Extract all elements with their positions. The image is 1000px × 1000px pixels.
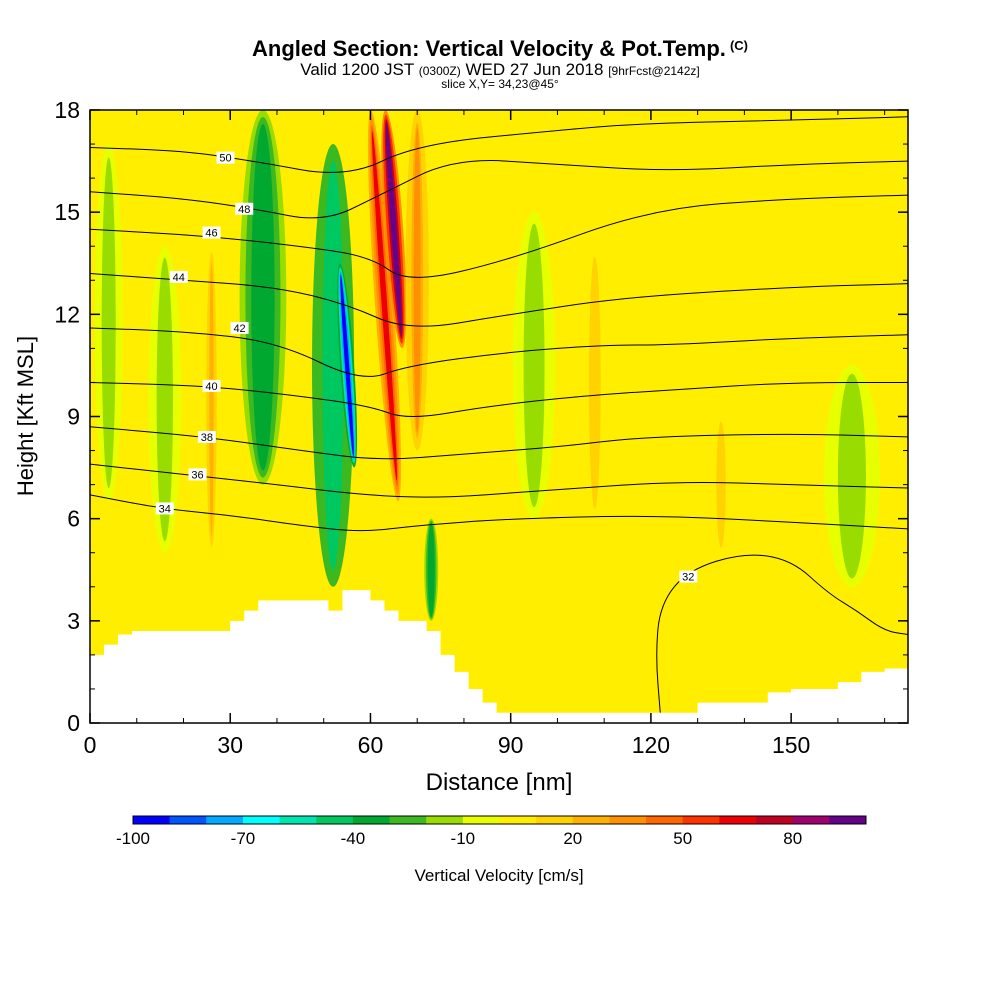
colorbar-swatch-8 xyxy=(426,816,464,824)
theta-contour-50 xyxy=(90,116,908,173)
velocity-cell-3-3 xyxy=(371,130,398,481)
y-axis-label: Height [Kft MSL] xyxy=(13,336,38,496)
colorbar-swatch-16 xyxy=(719,816,757,824)
theta-label-bg-44 xyxy=(169,270,188,283)
theta-label-42: 42 xyxy=(233,323,245,335)
colorbar-swatch-17 xyxy=(756,816,793,824)
theta-label-bg-32 xyxy=(679,570,698,583)
velocity-cell-12-3 xyxy=(591,260,599,505)
x-tick-label-0: 0 xyxy=(84,732,97,758)
colorbar-swatch-19 xyxy=(829,816,867,824)
velocity-cell-6-3 xyxy=(429,524,434,616)
y-tick-label-6: 18 xyxy=(54,97,80,123)
x-tick-label-1: 30 xyxy=(217,732,243,758)
colorbar-swatch-1 xyxy=(169,816,207,824)
terrain-mask xyxy=(90,590,908,723)
theta-label-bg-36 xyxy=(188,468,207,481)
colorbar-swatch-9 xyxy=(462,816,500,824)
theta-label-32: 32 xyxy=(682,572,694,584)
y-tick-label-0: 0 xyxy=(67,710,80,736)
velocity-cell-4-3 xyxy=(385,122,402,336)
velocity-cell-5-3 xyxy=(413,127,421,433)
theta-label-bg-46 xyxy=(202,226,221,239)
colorbar-tick-label-1: -70 xyxy=(231,829,256,848)
colorbar-swatch-2 xyxy=(206,816,244,824)
colorbar-swatch-18 xyxy=(792,816,830,824)
colorbar-swatch-12 xyxy=(572,816,610,824)
colorbar-frame xyxy=(132,815,867,825)
x-tick-label-2: 60 xyxy=(358,732,384,758)
theta-label-36: 36 xyxy=(191,469,203,481)
theta-label-34: 34 xyxy=(159,503,171,515)
x-axis-label: Distance [nm] xyxy=(426,769,573,796)
chart-title: Angled Section: Vertical Velocity & Pot.… xyxy=(252,36,748,61)
plot-background xyxy=(90,110,908,723)
theta-contour-44 xyxy=(90,272,908,327)
velocity-cell-11-3 xyxy=(209,262,214,537)
theta-label-40: 40 xyxy=(205,381,217,393)
colorbar: -100 -70 -40 -10 20 50 80 xyxy=(116,815,867,848)
colorbar-tick-label-5: 50 xyxy=(673,829,692,848)
theta-label-bg-40 xyxy=(202,379,221,392)
x-tick-label-3: 90 xyxy=(498,732,524,758)
velocity-cell-0-3 xyxy=(255,129,270,465)
colorbar-swatch-5 xyxy=(316,816,354,824)
theta-label-50: 50 xyxy=(219,153,231,165)
theta-label-bg-48 xyxy=(235,202,254,215)
theta-contour-48 xyxy=(90,160,908,219)
theta-label-38: 38 xyxy=(201,432,213,444)
colorbar-swatch-7 xyxy=(389,816,427,824)
theta-label-bg-38 xyxy=(197,430,216,443)
colorbar-swatch-3 xyxy=(242,816,280,824)
colorbar-swatch-14 xyxy=(646,816,684,824)
velocity-cell-10-3 xyxy=(843,377,861,576)
theta-contour-36 xyxy=(90,463,908,498)
theta-contour-42 xyxy=(90,327,908,377)
theta-label-46: 46 xyxy=(205,228,217,240)
velocity-cell-7-3 xyxy=(104,162,113,483)
theta-contour-32 xyxy=(656,554,908,713)
chart-subtitle: Valid 1200 JST (0300Z) WED 27 Jun 2018 [… xyxy=(300,60,700,79)
velocity-cell-2-3 xyxy=(340,274,354,457)
theta-label-bg-34 xyxy=(155,502,174,515)
y-tick-label-3: 9 xyxy=(67,404,80,430)
colorbar-swatch-4 xyxy=(279,816,317,824)
colorbar-tick-label-4: 20 xyxy=(563,829,582,848)
colorbar-swatch-0 xyxy=(133,816,170,824)
colorbar-swatch-10 xyxy=(499,816,537,824)
colorbar-label: Vertical Velocity [cm/s] xyxy=(414,866,583,885)
y-tick-label-1: 3 xyxy=(67,608,80,634)
velocity-cell-1-3 xyxy=(326,167,340,564)
colorbar-swatch-6 xyxy=(352,816,390,824)
slice-info: slice X,Y= 34,23@45° xyxy=(441,77,559,91)
velocity-cell-13-3 xyxy=(718,423,724,546)
colorbar-swatch-11 xyxy=(536,816,574,824)
y-tick-label-4: 12 xyxy=(54,301,80,327)
colorbar-tick-label-6: 80 xyxy=(783,829,802,848)
theta-label-bg-42 xyxy=(230,321,249,334)
velocity-cell-9-3 xyxy=(527,228,541,503)
velocity-cell-8-3 xyxy=(159,262,170,537)
y-tick-label-5: 15 xyxy=(54,199,80,225)
theta-label-48: 48 xyxy=(238,204,250,216)
colorbar-swatch-15 xyxy=(682,816,720,824)
theta-contour-labels: 34 36 38 40 42 44 46 48 50 32 xyxy=(155,151,698,584)
theta-label-bg-50 xyxy=(216,151,235,164)
colorbar-swatch-13 xyxy=(609,816,647,824)
vertical-velocity-field xyxy=(94,110,880,621)
theta-label-44: 44 xyxy=(173,272,185,284)
theta-contour-34 xyxy=(90,494,908,532)
y-tick-label-2: 6 xyxy=(67,506,80,532)
colorbar-tick-label-3: -10 xyxy=(451,829,476,848)
colorbar-tick-label-2: -40 xyxy=(341,829,366,848)
x-tick-label-4: 120 xyxy=(632,732,670,758)
x-tick-label-5: 150 xyxy=(772,732,810,758)
colorbar-tick-label-0: -100 xyxy=(116,829,150,848)
